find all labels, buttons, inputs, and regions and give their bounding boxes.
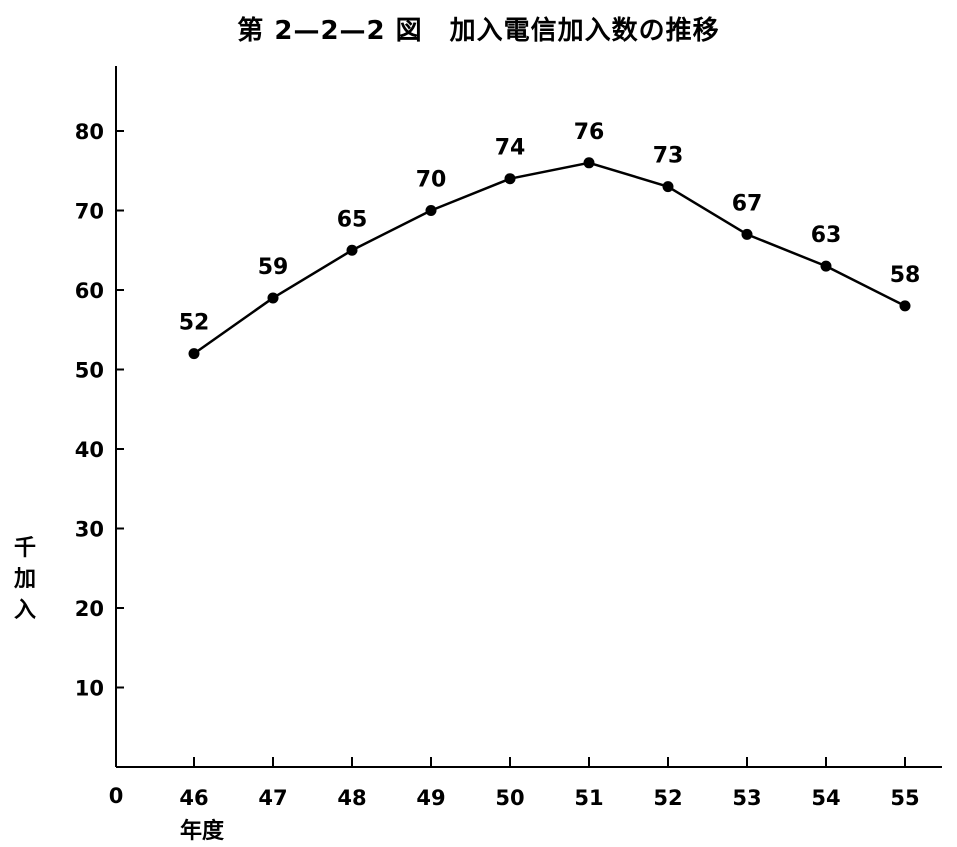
y-axis-title: 千加入 <box>13 536 36 623</box>
data-label: 74 <box>495 136 526 161</box>
data-point <box>741 228 753 240</box>
x-axis-ticks: 46 47 48 49 50 51 52 53 54 55 <box>179 757 920 810</box>
data-point <box>662 181 674 193</box>
x-tick-label: 48 <box>337 786 366 810</box>
x-tick-label: 46 <box>179 786 208 810</box>
data-point <box>188 348 200 360</box>
series <box>188 157 911 360</box>
y-tick-label: 70 <box>75 200 104 224</box>
data-point <box>504 173 516 185</box>
y-tick-label: 20 <box>75 597 104 621</box>
data-point <box>425 205 437 216</box>
y-tick-label: 40 <box>75 438 104 462</box>
data-label: 59 <box>258 255 289 280</box>
data-label: 67 <box>732 191 763 216</box>
data-label: 52 <box>179 311 210 336</box>
axes <box>115 66 942 768</box>
data-label: 58 <box>890 263 921 288</box>
data-point <box>583 157 595 169</box>
y-tick-label: 50 <box>75 359 104 383</box>
data-labels: 52 59 65 70 74 76 73 67 63 58 <box>179 120 921 336</box>
x-origin-label: 0 <box>109 784 124 808</box>
data-label: 73 <box>653 144 684 169</box>
x-tick-label: 54 <box>811 786 840 810</box>
x-tick-label: 53 <box>732 786 761 810</box>
y-axis-ticks: 10 20 30 40 50 60 70 80 <box>75 120 124 701</box>
chart-title: 第 2—2—2 図 加入電信加入数の推移 <box>237 16 720 46</box>
y-tick-label: 80 <box>75 120 104 144</box>
x-tick-label: 52 <box>653 786 682 810</box>
data-label: 76 <box>574 120 605 145</box>
y-tick-label: 60 <box>75 279 104 303</box>
x-tick-label: 47 <box>258 786 287 810</box>
y-tick-label: 10 <box>75 677 104 701</box>
data-label: 63 <box>811 223 842 248</box>
x-tick-label: 51 <box>574 786 603 810</box>
data-point <box>267 292 279 304</box>
data-point <box>899 300 911 312</box>
x-tick-label: 49 <box>416 786 445 810</box>
x-tick-label: 55 <box>890 786 919 810</box>
data-point <box>346 244 358 256</box>
x-axis-title: 年度 <box>180 818 225 844</box>
y-tick-label: 30 <box>75 518 104 542</box>
x-tick-label: 50 <box>495 786 524 810</box>
series-line <box>193 161 906 355</box>
data-point <box>820 260 832 272</box>
data-label: 65 <box>337 207 368 232</box>
data-label: 70 <box>416 168 447 193</box>
